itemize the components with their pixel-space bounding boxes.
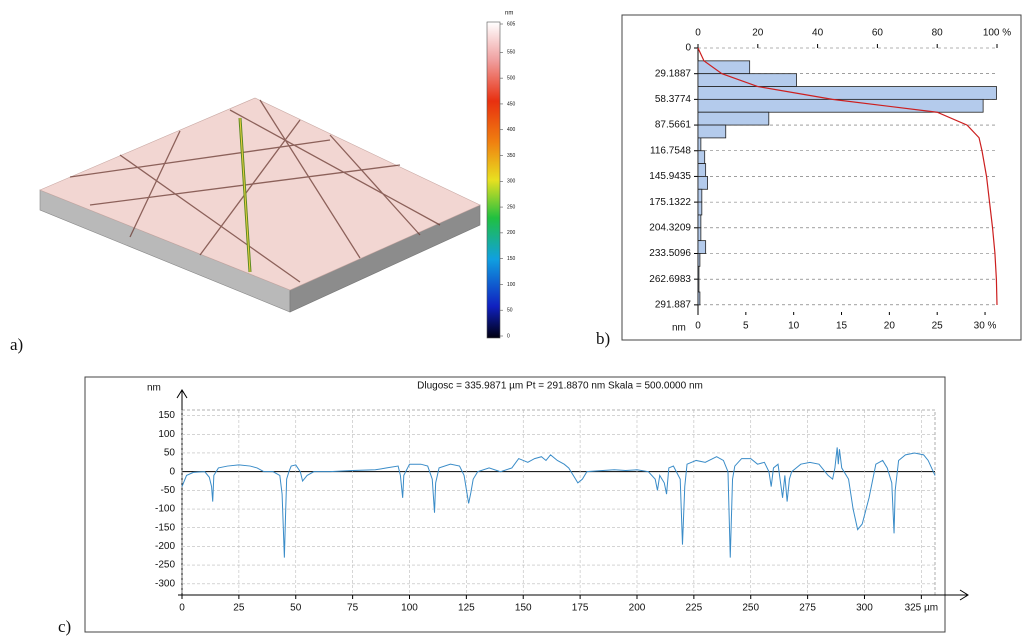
y-tick-label: 175.1322: [649, 197, 691, 208]
x-tick-label: 175: [572, 603, 589, 614]
surface-3d: [40, 98, 480, 312]
y-tick-label: 145.9435: [649, 171, 691, 182]
y-tick-label: -250: [155, 560, 175, 571]
y-tick-label: 116.7548: [650, 145, 691, 156]
y-tick-label: -100: [155, 504, 175, 515]
axis-unit: nm: [505, 11, 513, 17]
bar: [698, 87, 997, 100]
y-tick-label: 605: [507, 21, 516, 27]
bar: [698, 151, 705, 164]
x-tick-label: 325 µm: [905, 603, 939, 614]
bar: [698, 292, 700, 305]
panel-frame: [85, 377, 945, 632]
x-tick-label: 10: [788, 321, 800, 332]
bar: [698, 215, 701, 228]
y-tick-label: -50: [161, 485, 176, 496]
bar: [698, 279, 699, 292]
y-tick-label: -150: [155, 522, 175, 533]
y-tick-label: 50: [507, 308, 513, 314]
x2-tick-label: 100 %: [983, 28, 1011, 39]
bar: [698, 241, 706, 254]
x-tick-label: 250: [742, 603, 759, 614]
x-tick-label: 25: [932, 321, 944, 332]
bar: [698, 138, 701, 151]
x-tick-label: 100: [401, 603, 418, 614]
y-axis-label: nm: [672, 323, 686, 334]
y-tick-label: 204.3209: [649, 222, 691, 233]
bar: [698, 176, 708, 189]
x-tick-label: 20: [884, 321, 896, 332]
x-tick-label: 225: [686, 603, 703, 614]
y-tick-label: 550: [507, 50, 516, 56]
x2-tick-label: 60: [872, 28, 884, 39]
y-tick-label: 100: [158, 429, 175, 440]
y-tick-label: 300: [507, 179, 516, 185]
y-tick-label: -300: [155, 578, 175, 589]
y-tick-label: 291.887: [655, 300, 692, 311]
bar: [698, 266, 699, 279]
x2-tick-label: 80: [932, 28, 944, 39]
x-tick-label: 150: [515, 603, 532, 614]
y-tick-label: 400: [507, 127, 516, 133]
x-tick-label: 300: [856, 603, 873, 614]
chart-title: Dlugosc = 335.9871 µm Pt = 291.8870 nm S…: [417, 381, 703, 392]
y-tick-label: 500: [507, 75, 516, 81]
figure: nm050100150200250300350400450500550605a)…: [0, 0, 1022, 637]
bar: [698, 202, 702, 215]
bar: [698, 164, 706, 177]
x-tick-label: 0: [695, 321, 701, 332]
x-tick-label: 0: [179, 603, 185, 614]
bar: [698, 189, 702, 202]
x-tick-label: 200: [629, 603, 646, 614]
x-tick-label: 25: [233, 603, 245, 614]
y-tick-label: 0: [685, 43, 691, 54]
bar: [698, 74, 797, 87]
x-tick-label: 50: [290, 603, 302, 614]
y-tick-label: 58.3774: [655, 94, 692, 105]
bar: [698, 99, 983, 112]
x-tick-label: 125: [458, 603, 475, 614]
x-tick-label: 5: [743, 321, 749, 332]
y-tick-label: 50: [164, 448, 176, 459]
y-tick-label: 350: [507, 153, 516, 159]
x2-tick-label: 20: [752, 28, 764, 39]
y-axis-label: nm: [147, 383, 161, 394]
x-tick-label: 30 %: [974, 321, 997, 332]
y-tick-label: 100: [507, 282, 516, 288]
x-tick-label: 75: [347, 603, 359, 614]
bar: [698, 228, 701, 241]
x-tick-label: 275: [799, 603, 816, 614]
y-tick-label: 87.5661: [655, 120, 692, 131]
bar: [698, 112, 769, 125]
y-tick-label: 0: [507, 333, 510, 339]
y-tick-label: -200: [155, 541, 175, 552]
y-tick-label: 150: [507, 256, 516, 262]
bar: [698, 253, 700, 266]
y-tick-label: 262.6983: [649, 274, 691, 285]
x2-tick-label: 0: [695, 28, 701, 39]
y-tick-label: 150: [158, 410, 175, 421]
x-tick-label: 15: [836, 321, 848, 332]
y-tick-label: 29.1887: [655, 68, 692, 79]
y-tick-label: 0: [169, 466, 175, 477]
y-tick-label: 233.5096: [649, 248, 691, 259]
panel-label: a): [10, 335, 23, 354]
panel-label: b): [596, 329, 610, 348]
color-scale: [487, 22, 500, 338]
y-tick-label: 250: [507, 204, 516, 210]
bar: [698, 125, 726, 138]
y-tick-label: 200: [507, 230, 516, 236]
panel-label: c): [58, 617, 71, 636]
y-tick-label: 450: [507, 101, 516, 107]
x2-tick-label: 40: [812, 28, 824, 39]
